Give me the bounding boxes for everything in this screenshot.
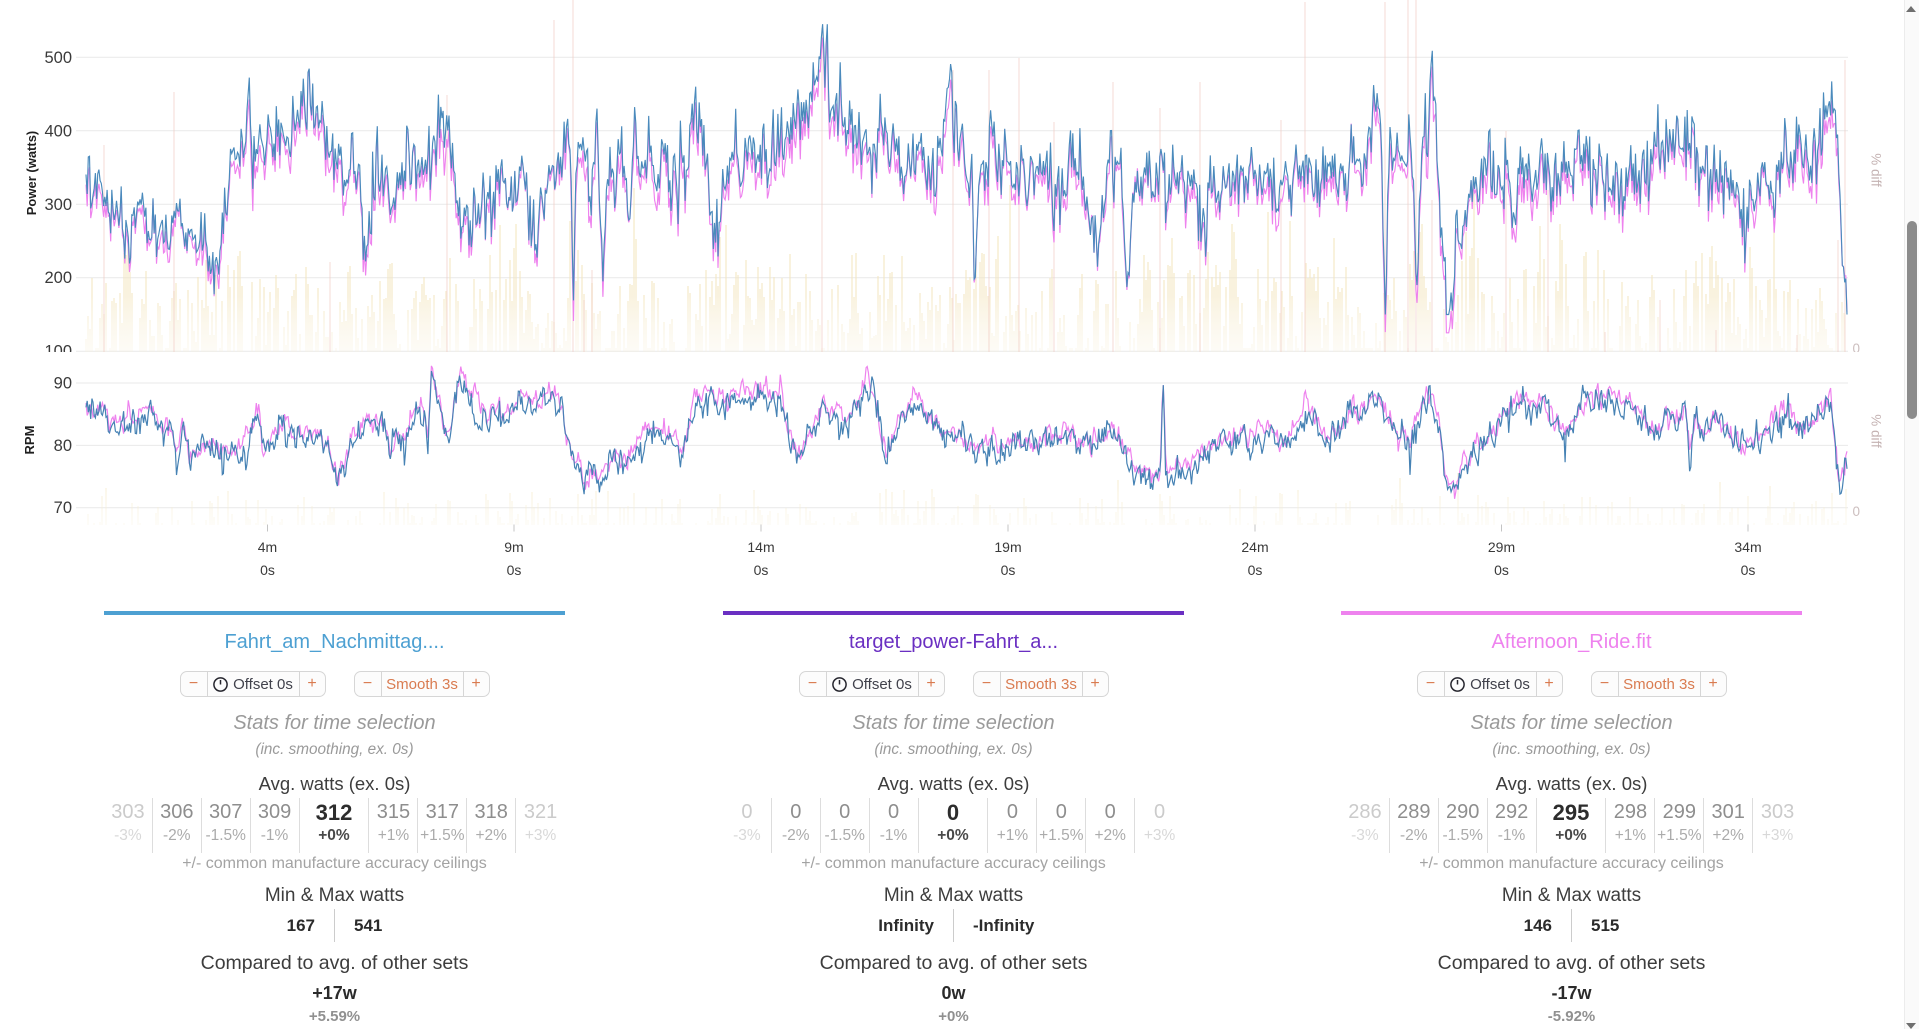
svg-text:500: 500 (44, 49, 72, 67)
svg-text:0s: 0s (1741, 562, 1756, 578)
svg-text:0: 0 (1852, 504, 1860, 519)
svg-text:70: 70 (54, 499, 72, 517)
svg-text:300: 300 (44, 196, 72, 214)
svg-text:90: 90 (54, 375, 72, 393)
svg-text:80: 80 (54, 437, 72, 455)
svg-text:4m: 4m (258, 539, 277, 555)
svg-text:0s: 0s (1001, 562, 1016, 578)
svg-text:0s: 0s (260, 562, 275, 578)
svg-text:0s: 0s (507, 562, 522, 578)
svg-text:29m: 29m (1488, 539, 1515, 555)
svg-text:0s: 0s (1248, 562, 1263, 578)
svg-text:14m: 14m (747, 539, 774, 555)
svg-text:400: 400 (44, 122, 72, 140)
svg-text:34m: 34m (1734, 539, 1761, 555)
svg-text:19m: 19m (994, 539, 1021, 555)
svg-text:Power (watts): Power (watts) (24, 131, 39, 216)
svg-text:% diff: % diff (1869, 414, 1884, 448)
svg-text:200: 200 (44, 269, 72, 287)
svg-text:RPM: RPM (22, 426, 37, 455)
svg-text:0s: 0s (754, 562, 769, 578)
svg-text:0: 0 (1852, 341, 1860, 356)
svg-text:9m: 9m (504, 539, 523, 555)
svg-text:24m: 24m (1241, 539, 1268, 555)
svg-text:100: 100 (44, 343, 72, 361)
svg-text:0s: 0s (1494, 562, 1509, 578)
svg-text:% diff: % diff (1869, 153, 1884, 187)
